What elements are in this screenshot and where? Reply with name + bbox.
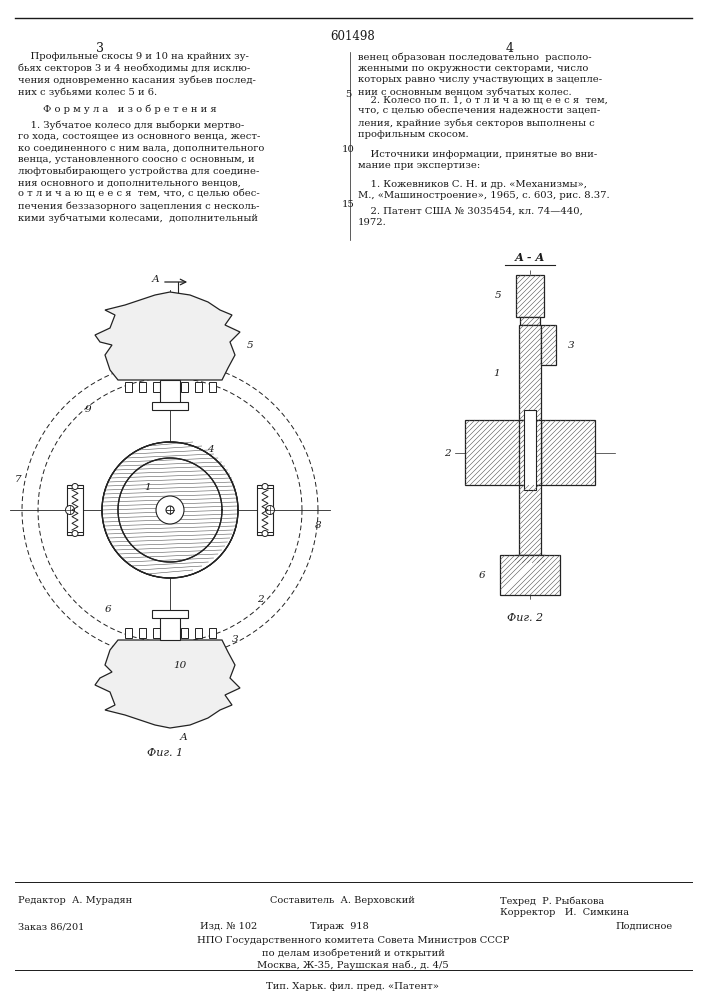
- Polygon shape: [95, 640, 240, 728]
- Text: Источники информации, принятые во вни-
мание при экспертизе:: Источники информации, принятые во вни- м…: [358, 150, 597, 170]
- Text: Фиг. 1: Фиг. 1: [147, 748, 183, 758]
- Bar: [181, 382, 188, 392]
- Text: 7: 7: [15, 476, 21, 485]
- Bar: [195, 628, 202, 638]
- Bar: [181, 628, 188, 638]
- Text: 2: 2: [444, 448, 450, 458]
- Text: 5: 5: [345, 90, 351, 99]
- Text: 2. Патент США № 3035454, кл. 74—440,
1972.: 2. Патент США № 3035454, кл. 74—440, 197…: [358, 207, 583, 227]
- Bar: [465, 420, 530, 485]
- Text: 10: 10: [341, 145, 354, 154]
- Circle shape: [262, 530, 268, 536]
- Text: 601498: 601498: [331, 30, 375, 43]
- Bar: [519, 485, 541, 555]
- Bar: [67, 485, 83, 535]
- Text: Изд. № 102: Изд. № 102: [200, 922, 257, 931]
- Bar: [139, 382, 146, 392]
- Bar: [520, 317, 540, 325]
- Text: 6: 6: [105, 605, 111, 614]
- Bar: [195, 382, 202, 392]
- Bar: [209, 628, 216, 638]
- Text: 3: 3: [96, 42, 104, 55]
- Text: 9: 9: [85, 406, 91, 414]
- Text: Корректор   И.  Симкина: Корректор И. Симкина: [500, 908, 629, 917]
- Bar: [519, 420, 541, 485]
- Text: 8: 8: [315, 520, 321, 530]
- Text: А - А: А - А: [515, 252, 545, 263]
- Text: 5: 5: [495, 292, 501, 300]
- Text: 4: 4: [506, 42, 514, 55]
- Circle shape: [102, 442, 238, 578]
- Text: Ф о р м у л а   и з о б р е т е н и я: Ф о р м у л а и з о б р е т е н и я: [43, 105, 217, 114]
- Bar: [125, 628, 132, 638]
- Text: Тираж  918: Тираж 918: [310, 922, 369, 931]
- Text: Фиг. 2: Фиг. 2: [507, 613, 543, 623]
- Bar: [153, 628, 160, 638]
- Text: НПО Государственного комитета Совета Министров СССР: НПО Государственного комитета Совета Мин…: [197, 936, 509, 945]
- Bar: [519, 325, 541, 420]
- Text: Подписное: Подписное: [615, 922, 672, 931]
- Bar: [257, 485, 273, 535]
- Circle shape: [66, 506, 74, 514]
- Text: по делам изобретений и открытий: по делам изобретений и открытий: [262, 948, 445, 958]
- Bar: [153, 382, 160, 392]
- Bar: [209, 382, 216, 392]
- Text: 5: 5: [247, 340, 253, 350]
- Bar: [541, 420, 595, 485]
- Text: 1. Зубчатое колесо для выборки мертво-
го хода, состоящее из основного венца, же: 1. Зубчатое колесо для выборки мертво- г…: [18, 120, 264, 223]
- Text: 2: 2: [257, 595, 263, 604]
- Bar: [500, 555, 560, 595]
- Text: Составитель  А. Верховский: Составитель А. Верховский: [270, 896, 415, 905]
- Text: 1. Кожевников С. Н. и др. «Механизмы»,
М., «Машиностроение», 1965, с. 603, рис. : 1. Кожевников С. Н. и др. «Механизмы», М…: [358, 180, 609, 200]
- Text: Тип. Харьк. фил. пред. «Патент»: Тип. Харьк. фил. пред. «Патент»: [267, 982, 440, 991]
- Text: А: А: [152, 275, 160, 284]
- Text: 3: 3: [232, 636, 238, 645]
- Bar: [152, 610, 188, 618]
- Polygon shape: [95, 292, 240, 380]
- Bar: [167, 382, 174, 392]
- Text: Редактор  А. Мурадян: Редактор А. Мурадян: [18, 896, 132, 905]
- Bar: [125, 382, 132, 392]
- Text: 1: 1: [493, 368, 501, 377]
- Bar: [152, 402, 188, 410]
- Text: 4: 4: [206, 446, 214, 454]
- Text: А: А: [180, 734, 188, 742]
- Text: Профильные скосы 9 и 10 на крайних зу-
бьях секторов 3 и 4 необходимы для исклю-: Профильные скосы 9 и 10 на крайних зу- б…: [18, 52, 256, 97]
- Bar: [524, 410, 536, 490]
- Bar: [516, 275, 544, 317]
- Text: 3: 3: [568, 340, 574, 350]
- Circle shape: [156, 496, 184, 524]
- Text: 15: 15: [341, 200, 354, 209]
- Bar: [515, 555, 545, 563]
- Text: 6: 6: [479, 570, 485, 580]
- Text: венец образован последовательно  располо-
женными по окружности секторами, число: венец образован последовательно располо-…: [358, 52, 602, 97]
- Bar: [541, 325, 556, 365]
- Circle shape: [262, 484, 268, 489]
- Text: 1: 1: [145, 484, 151, 492]
- Bar: [167, 628, 174, 638]
- Text: Техред  Р. Рыбакова: Техред Р. Рыбакова: [500, 896, 604, 906]
- Bar: [160, 380, 180, 405]
- Text: 10: 10: [173, 660, 187, 670]
- Bar: [160, 615, 180, 640]
- Circle shape: [72, 530, 78, 536]
- Circle shape: [166, 506, 174, 514]
- Circle shape: [72, 484, 78, 489]
- Text: Москва, Ж-35, Раушская наб., д. 4/5: Москва, Ж-35, Раушская наб., д. 4/5: [257, 960, 449, 970]
- Bar: [139, 628, 146, 638]
- Text: 2. Колесо по п. 1, о т л и ч а ю щ е е с я  тем,
что, с целью обеспечения надежн: 2. Колесо по п. 1, о т л и ч а ю щ е е с…: [358, 95, 608, 139]
- Text: Заказ 86/201: Заказ 86/201: [18, 922, 84, 931]
- Circle shape: [266, 506, 274, 514]
